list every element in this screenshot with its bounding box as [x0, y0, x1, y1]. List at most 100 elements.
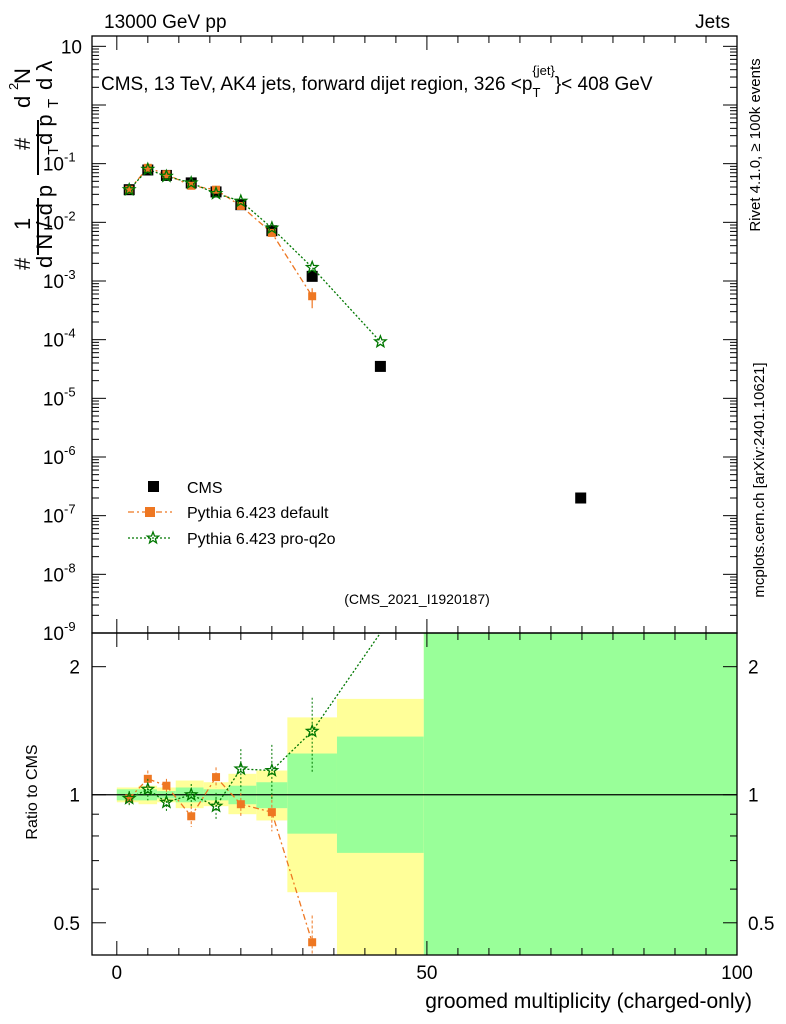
legend-label-proq2o: Pythia 6.423 pro-q2o: [187, 531, 336, 548]
y-tick-exponent-8: -8: [64, 560, 76, 575]
cms-point-9: [575, 492, 587, 504]
x-tick-label-1: 50: [416, 963, 437, 984]
ratio-y-tick-label-2: 0.5: [54, 914, 80, 935]
svg-text:d N / d p: d N / d p: [32, 185, 57, 268]
header-category-label: Jets: [695, 12, 730, 33]
y-tick-label-5: 10: [43, 389, 64, 410]
default-point-4: [212, 185, 221, 194]
proq2o-point-3: [183, 175, 199, 190]
legend: CMS Pythia 6.423 default Pythia 6.423 pr…: [128, 480, 336, 548]
ratio-uncertainty-bands: [92, 633, 737, 955]
ratio-proq2o-point-1: [140, 781, 156, 796]
main-y-axis-label: # 1 d N / d p T # d 2 N d p T d λ: [6, 61, 62, 270]
y-tick-label-1: 10: [43, 155, 64, 176]
svg-text:d: d: [10, 96, 35, 108]
svg-text:#: #: [10, 137, 35, 150]
ratio-y-tick-label-right-0: 2: [748, 658, 759, 679]
series-proq2o-line: [128, 168, 381, 343]
svg-text:d λ: d λ: [32, 61, 57, 90]
y-tick-label-2: 10: [43, 213, 64, 234]
default-point-1: [143, 163, 152, 172]
x-tick-label-2: 100: [721, 963, 753, 984]
default-point-5: [236, 201, 245, 210]
ratio-plot-area: [121, 632, 381, 955]
proq2o-point-6: [264, 220, 280, 235]
legend-marker-cms: [148, 481, 159, 492]
band-green-7: [287, 753, 337, 834]
band-green-9: [423, 633, 737, 955]
svg-text:d p: d p: [32, 114, 57, 145]
y-tick-label-0: 10: [61, 37, 82, 58]
legend-marker-proq2o: [145, 530, 161, 545]
y-tick-label-8: 10: [43, 565, 64, 586]
ratio-y-tick-label-right-2: 0.5: [748, 914, 774, 935]
ratio-proq2o-point-0: [121, 790, 137, 805]
svg-text:1: 1: [10, 218, 35, 230]
proq2o-point-1: [140, 161, 156, 176]
proq2o-point-7: [304, 259, 320, 274]
y-tick-exponent-2: -2: [64, 208, 76, 223]
ratio-proq2o-point-3: [183, 786, 199, 802]
proq2o-point-4: [208, 185, 224, 200]
x-tick-label-0: 0: [112, 963, 123, 984]
ratio-proq2o-point-2: [158, 794, 174, 809]
y-tick-label-7: 10: [43, 507, 64, 528]
y-tick-label-6: 10: [43, 448, 64, 469]
legend-label-default: Pythia 6.423 default: [187, 505, 329, 522]
ratio-default-point-0: [125, 794, 134, 803]
y-tick-label-9: 10: [43, 624, 64, 645]
axes: 0 50 1001010-110-210-310-410-510-610-710-8…: [43, 35, 774, 984]
ratio-default-point-5: [236, 800, 245, 809]
proq2o-point-0: [121, 181, 137, 196]
ratio-y-tick-label-0: 2: [69, 658, 80, 679]
y-tick-exponent-4: -4: [64, 326, 76, 341]
ratio-default-point-7: [308, 938, 317, 947]
y-tick-exponent-3: -3: [64, 267, 76, 282]
y-tick-exponent-9: -9: [64, 619, 76, 634]
y-tick-label-3: 10: [43, 272, 64, 293]
chart-title-tail: }< 408 GeV: [555, 74, 653, 95]
mcplots-label: mcplots.cern.ch [arXiv:2401.10621]: [751, 362, 768, 597]
svg-text:2: 2: [6, 83, 21, 90]
chart-title: CMS, 13 TeV, AK4 jets, forward dijet reg…: [101, 63, 653, 100]
svg-text:N: N: [10, 68, 35, 84]
default-point-0: [125, 185, 134, 194]
rivet-version-label: Rivet 4.1.0, ≥ 100k events: [747, 58, 764, 231]
default-point-7: [308, 292, 317, 301]
y-tick-label-4: 10: [43, 331, 64, 352]
chart-title-subscript: T: [532, 85, 540, 100]
ratio-default-point-3: [187, 812, 196, 821]
chart-title-superscript: {jet}: [532, 63, 555, 78]
main-plot-area: [121, 161, 587, 504]
default-point-2: [162, 170, 171, 179]
ratio-y-axis-label: Ratio to CMS: [24, 744, 41, 839]
ratio-default-point-2: [162, 781, 171, 790]
svg-text:T: T: [45, 146, 62, 155]
cms-point-8: [374, 360, 386, 372]
y-tick-exponent-5: -5: [64, 384, 76, 399]
proq2o-point-8: [372, 333, 388, 349]
svg-text:T: T: [45, 99, 62, 108]
ratio-proq2o-point-6: [264, 762, 280, 777]
default-point-6: [267, 228, 276, 237]
proq2o-point-2: [158, 168, 174, 183]
y-tick-exponent-1: -1: [64, 150, 76, 165]
svg-text:#: #: [10, 257, 35, 270]
ratio-proq2o-point-7: [304, 723, 320, 738]
proq2o-point-5: [233, 193, 249, 208]
y-tick-exponent-7: -7: [64, 502, 76, 517]
ratio-y-tick-label-1: 1: [69, 786, 80, 807]
ratio-y-tick-label-right-1: 1: [748, 786, 759, 807]
chart-title-main: CMS, 13 TeV, AK4 jets, forward dijet reg…: [101, 74, 532, 95]
cms-point-7: [306, 270, 318, 282]
legend-marker-default: [145, 507, 155, 517]
analysis-id-label: (CMS_2021_I1920187): [344, 591, 490, 607]
ratio-proq2o-point-4: [208, 798, 224, 813]
header-collision-label: 13000 GeV pp: [104, 12, 227, 33]
ratio-proq2o-point-5: [233, 760, 249, 776]
x-axis-label: groomed multiplicity (charged-only): [425, 990, 752, 1013]
ratio-frame: [91, 632, 738, 956]
legend-label-cms: CMS: [187, 480, 223, 497]
ratio-default-point-4: [212, 773, 221, 782]
